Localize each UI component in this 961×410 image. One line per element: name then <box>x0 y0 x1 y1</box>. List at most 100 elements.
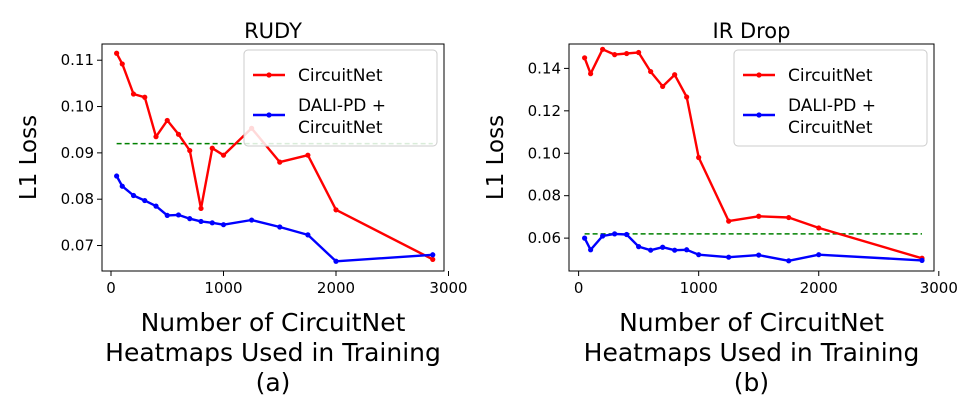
x-tick-label: 0 <box>574 279 584 297</box>
data-point-circuitnet <box>198 205 204 212</box>
data-point-dali-pd-circuitnet <box>142 197 148 204</box>
data-point-circuitnet <box>696 154 702 161</box>
plot-frame <box>568 43 935 272</box>
data-point-dali-pd-circuitnet <box>333 258 339 264</box>
chart-title: RUDY <box>244 19 302 43</box>
y-tick-label: 0.06 <box>528 229 561 247</box>
series-line-circuitnet <box>583 48 923 260</box>
data-point-dali-pd-circuitnet <box>726 254 732 260</box>
x-axis-label-line1: Number of CircuitNet <box>141 308 406 337</box>
data-point-circuitnet <box>175 131 182 137</box>
x-tick-label: 2000 <box>800 279 838 297</box>
legend-label-circuitnet: CircuitNet <box>298 66 383 86</box>
data-point-circuitnet <box>114 50 120 56</box>
data-point-dali-pd-circuitnet <box>624 231 630 238</box>
panel-label: (a) <box>256 368 291 397</box>
data-point-circuitnet <box>277 159 283 165</box>
data-point-circuitnet <box>305 152 311 158</box>
data-point-dali-pd-circuitnet <box>114 173 120 179</box>
data-point-dali-pd-circuitnet <box>588 247 594 253</box>
data-point-circuitnet <box>600 46 606 52</box>
x-tick-label: 1000 <box>204 279 242 297</box>
data-point-dali-pd-circuitnet <box>175 212 182 218</box>
legend-marker-circuitnet <box>266 72 272 78</box>
data-point-dali-pd-circuitnet <box>648 247 654 253</box>
x-tick-label: 1000 <box>680 279 718 297</box>
data-point-dali-pd-circuitnet <box>164 212 170 219</box>
data-point-circuitnet <box>119 61 125 67</box>
data-point-circuitnet <box>582 55 588 61</box>
y-tick-label: 0.11 <box>61 51 94 69</box>
data-point-circuitnet <box>672 72 678 78</box>
legend-marker-dali-pd-circuitnet <box>756 112 762 118</box>
data-point-circuitnet <box>220 152 227 158</box>
data-point-circuitnet <box>333 207 339 213</box>
data-point-circuitnet <box>164 117 170 124</box>
data-point-dali-pd-circuitnet <box>187 216 193 222</box>
data-point-circuitnet <box>636 49 642 56</box>
data-point-circuitnet <box>153 134 159 140</box>
series-line-circuitnet <box>115 52 434 261</box>
y-tick-label: 0.14 <box>528 59 561 77</box>
data-point-circuitnet <box>142 94 148 100</box>
y-tick-label: 0.10 <box>528 144 561 162</box>
data-point-dali-pd-circuitnet <box>660 244 666 250</box>
data-point-dali-pd-circuitnet <box>612 231 618 237</box>
plot-frame <box>101 43 445 272</box>
y-tick-label: 0.09 <box>61 144 94 162</box>
data-point-dali-pd-circuitnet <box>919 257 925 263</box>
data-point-dali-pd-circuitnet <box>277 224 283 230</box>
data-point-circuitnet <box>648 68 654 75</box>
x-tick-label: 3000 <box>920 279 958 297</box>
x-axis-label-line2: Heatmaps Used in Training <box>105 338 441 367</box>
legend-label-dali-pd-circuitnet-line1: DALI-PD + <box>298 96 386 116</box>
data-point-circuitnet <box>430 256 436 263</box>
series-line-dali-pd-circuitnet <box>115 175 433 263</box>
data-point-circuitnet <box>187 147 193 154</box>
data-point-dali-pd-circuitnet <box>636 244 642 250</box>
y-tick-label: 0.12 <box>528 102 561 120</box>
legend-label-dali-pd-circuitnet-line1: DALI-PD + <box>788 96 876 116</box>
data-point-circuitnet <box>756 213 762 219</box>
data-point-dali-pd-circuitnet <box>119 183 125 189</box>
data-point-circuitnet <box>588 71 594 77</box>
data-point-dali-pd-circuitnet <box>305 232 311 238</box>
data-point-dali-pd-circuitnet <box>816 252 822 258</box>
data-point-dali-pd-circuitnet <box>684 247 690 253</box>
data-point-dali-pd-circuitnet <box>220 222 227 228</box>
data-point-dali-pd-circuitnet <box>249 217 255 223</box>
legend-label-circuitnet: CircuitNet <box>788 66 873 86</box>
legend-label-dali-pd-circuitnet-line2: CircuitNet <box>298 118 383 138</box>
data-point-dali-pd-circuitnet <box>756 252 762 258</box>
x-axis-label-line1: Number of CircuitNet <box>619 308 884 337</box>
data-point-circuitnet <box>726 218 732 224</box>
legend-box <box>733 49 928 147</box>
data-point-dali-pd-circuitnet <box>582 235 588 241</box>
y-axis-label: L1 Loss <box>483 115 509 200</box>
x-tick-label: 0 <box>106 279 116 297</box>
data-point-dali-pd-circuitnet <box>130 192 137 199</box>
x-tick-label: 3000 <box>429 279 467 297</box>
data-point-circuitnet <box>660 83 666 90</box>
ir-drop-chart: IR Drop 0 1000 2000 3000 0.06 0.08 0.10 0.12 0.14… <box>483 19 958 397</box>
y-axis-label: L1 Loss <box>16 115 42 200</box>
data-point-dali-pd-circuitnet <box>198 218 204 225</box>
x-axis-label-line2: Heatmaps Used in Training <box>584 338 920 367</box>
y-tick-label: 0.10 <box>61 98 94 116</box>
series-line-dali-pd-circuitnet <box>583 232 923 262</box>
legend-box <box>243 49 438 147</box>
data-point-dali-pd-circuitnet <box>153 203 159 209</box>
y-tick-label: 0.07 <box>61 237 94 255</box>
y-tick-label: 0.08 <box>61 190 94 208</box>
panel-label: (b) <box>734 368 769 397</box>
data-point-circuitnet <box>130 91 137 97</box>
y-tick-label: 0.08 <box>528 187 561 205</box>
x-tick-label: 2000 <box>317 279 355 297</box>
data-point-circuitnet <box>786 214 792 221</box>
chart-title: IR Drop <box>713 19 791 43</box>
data-point-dali-pd-circuitnet <box>209 220 215 226</box>
data-point-dali-pd-circuitnet <box>600 233 606 239</box>
legend-label-dali-pd-circuitnet-line2: CircuitNet <box>788 118 873 138</box>
legend-marker-dali-pd-circuitnet <box>266 112 272 118</box>
